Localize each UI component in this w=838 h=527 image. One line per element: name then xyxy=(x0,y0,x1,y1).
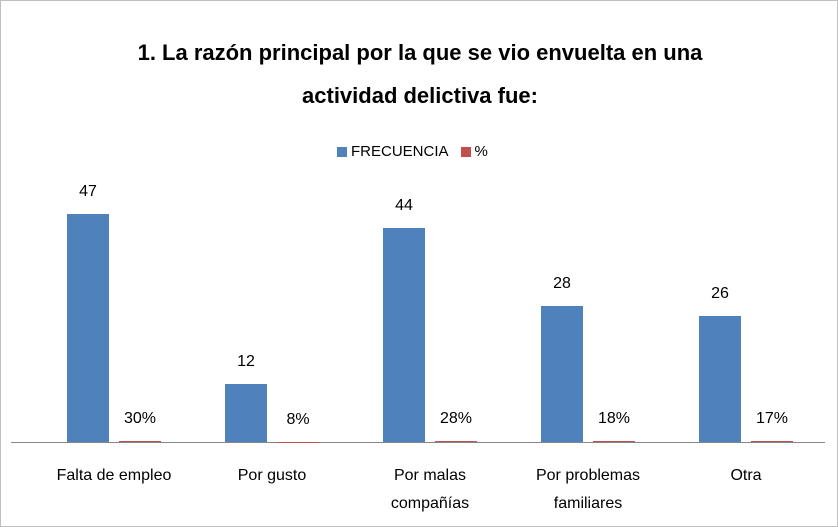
x-tick-label: Otra xyxy=(730,467,762,484)
data-label: 17% xyxy=(755,410,789,428)
legend-label: FRECUENCIA xyxy=(351,143,449,160)
bar xyxy=(225,383,267,442)
data-label: 12 xyxy=(237,352,255,370)
bar xyxy=(593,441,635,443)
bar xyxy=(119,440,161,442)
chart-title: 1. La razón principal por la que se vio … xyxy=(137,40,703,108)
bar xyxy=(435,440,477,442)
data-label: 44 xyxy=(395,197,413,215)
data-label: 30% xyxy=(123,409,157,427)
legend-label: % xyxy=(474,143,488,160)
data-label: 28% xyxy=(439,409,473,427)
data-label: 28 xyxy=(553,274,571,292)
x-axis xyxy=(11,442,825,443)
data-label: 26 xyxy=(711,284,729,302)
bar xyxy=(383,228,425,442)
bar xyxy=(277,441,319,443)
legend-swatch xyxy=(460,147,471,157)
x-tick-label: Falta de empleo xyxy=(56,467,172,484)
x-tick-label: Por malas compañías xyxy=(390,467,470,512)
bar xyxy=(699,315,741,442)
data-label: 8% xyxy=(286,410,310,428)
x-tick-label: Por gusto xyxy=(237,467,307,484)
bar xyxy=(541,305,583,442)
bar xyxy=(751,441,793,443)
x-tick-label: Por problemas familiares xyxy=(535,467,641,512)
bar xyxy=(67,213,109,442)
legend-swatch xyxy=(337,147,347,157)
data-label: 47 xyxy=(79,182,97,200)
data-label: 18% xyxy=(597,410,631,428)
